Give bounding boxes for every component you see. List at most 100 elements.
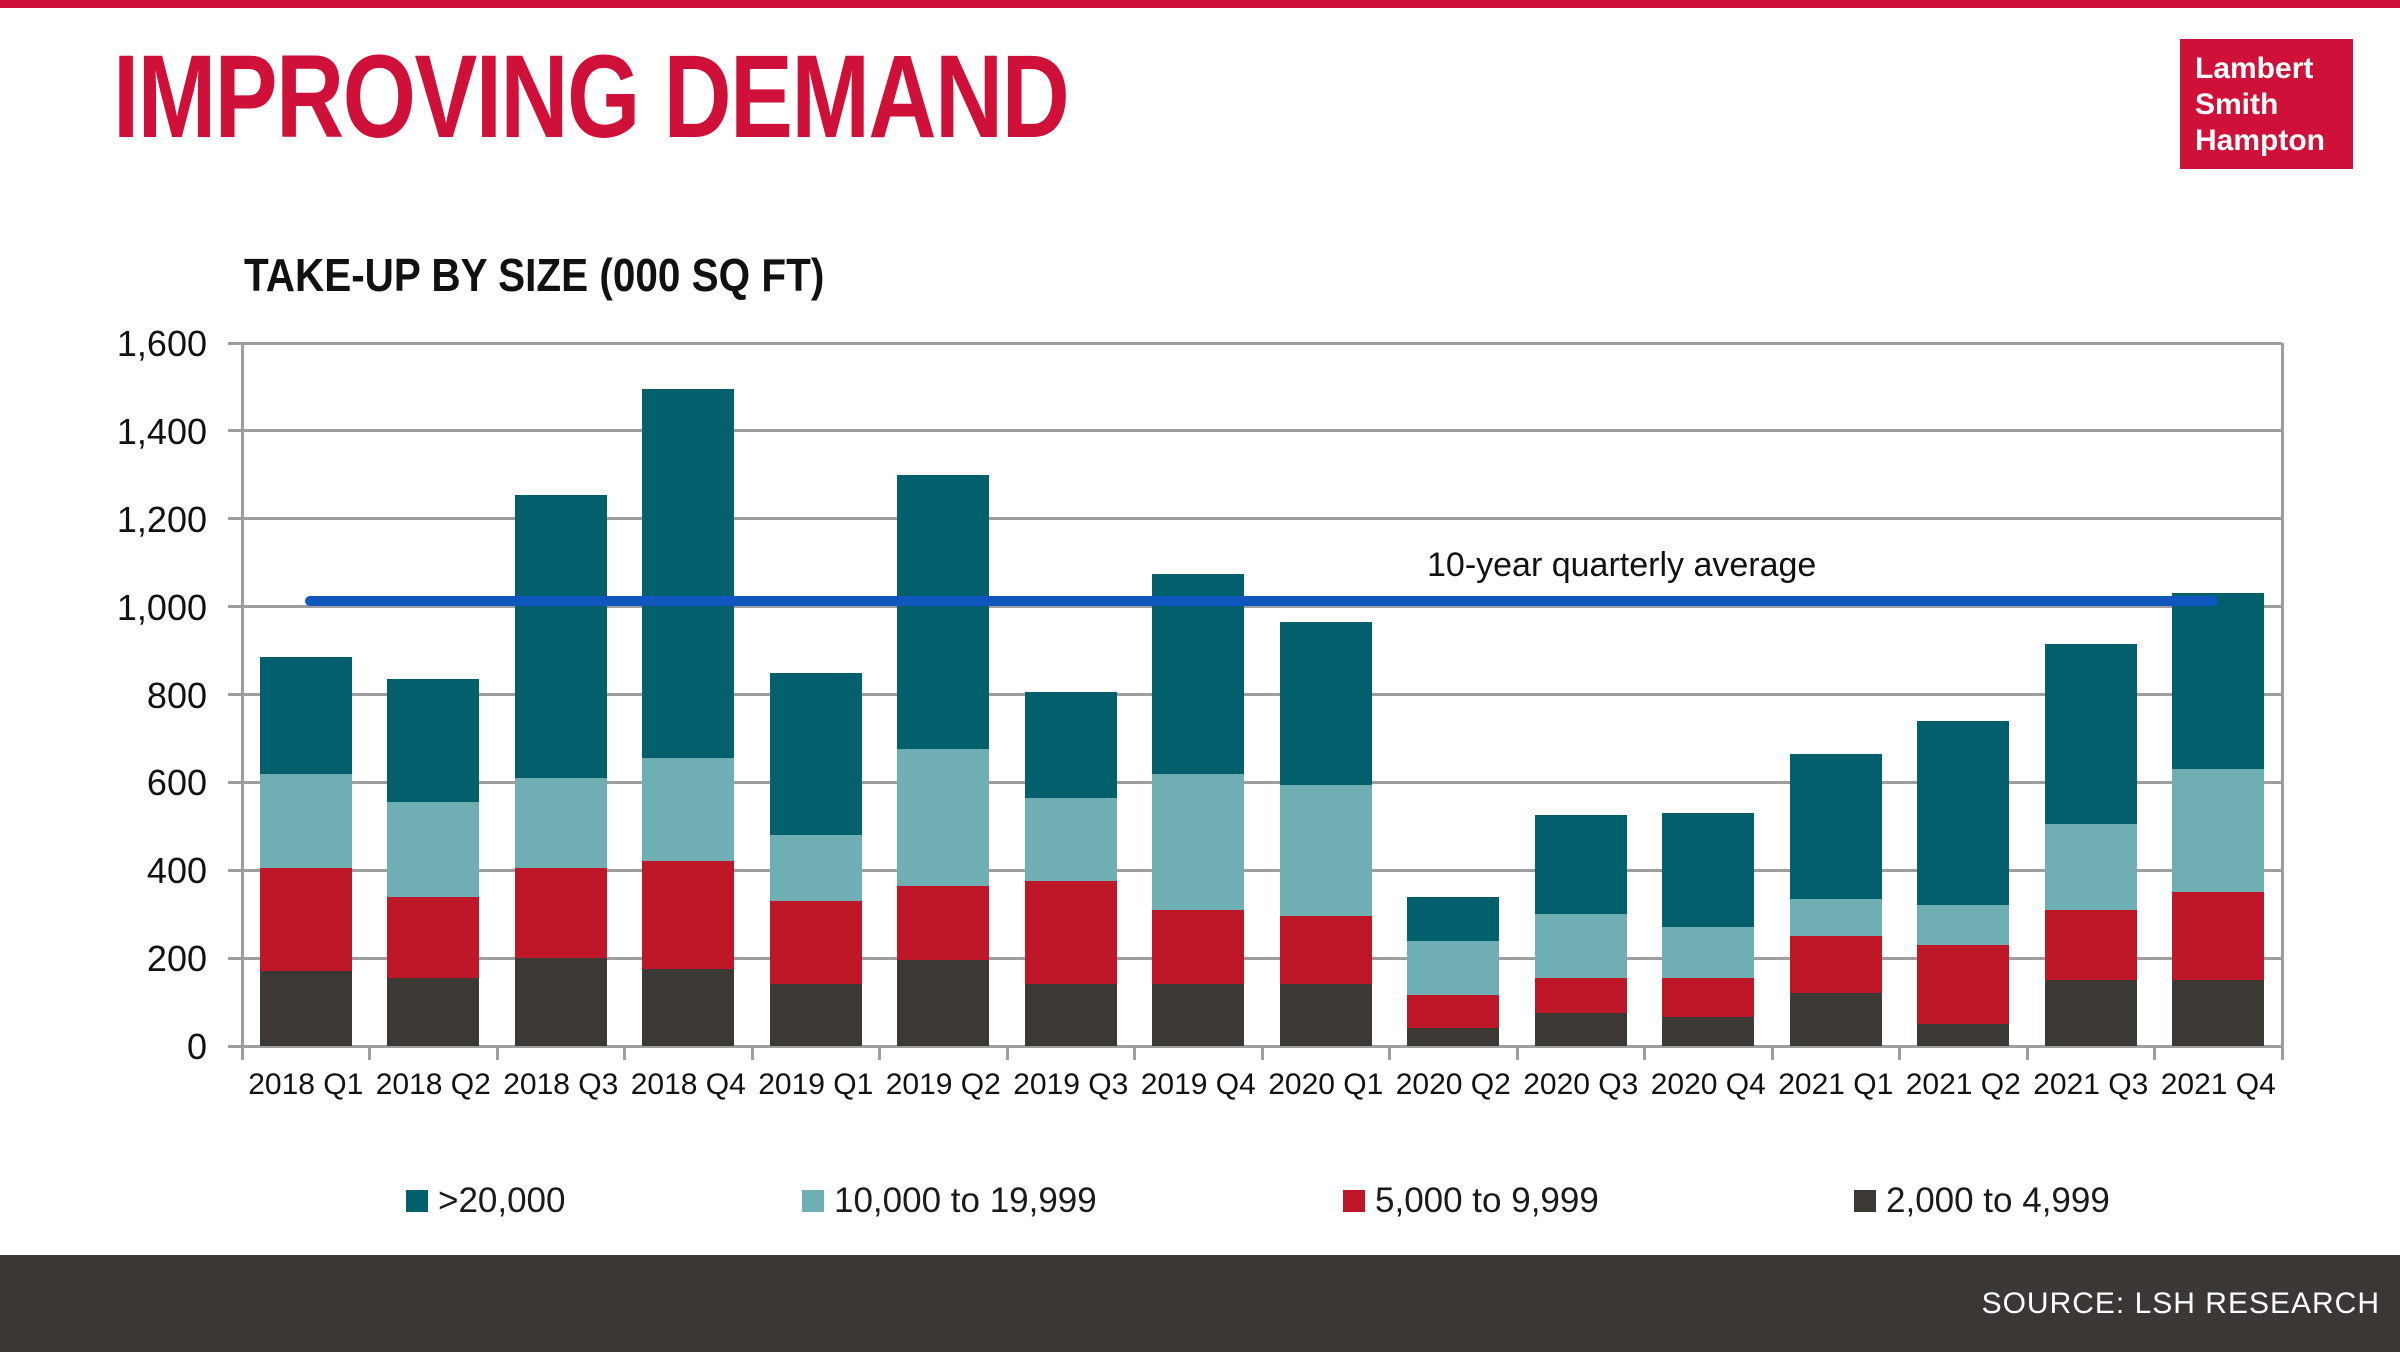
gridline: [242, 780, 2282, 784]
y-axis-tick: [228, 517, 242, 521]
page-title: IMPROVING DEMAND: [113, 31, 1070, 163]
logo-line: Hampton: [2195, 124, 2325, 157]
x-axis-label: 2021 Q1: [1778, 1068, 1894, 1101]
bar-segment-10-000-to-19-999: [1152, 773, 1245, 910]
x-axis-tick: [1643, 1046, 1646, 1060]
bar-segment-5-000-to-9-999: [1024, 881, 1117, 985]
x-axis-label: 2019 Q1: [758, 1068, 874, 1101]
footer-bar: SOURCE: LSH RESEARCH: [0, 1255, 2400, 1352]
bar-segment-5-000-to-9-999: [259, 868, 352, 972]
y-axis-tick: [228, 868, 242, 872]
bar-segment-2-000-to-4-999: [1279, 984, 1372, 1046]
x-axis-label: 2020 Q2: [1395, 1068, 1511, 1101]
legend-label: 10,000 to 19,999: [834, 1181, 1097, 1220]
legend-swatch: [406, 1190, 428, 1212]
gridline: [242, 605, 2282, 609]
bar-segment-5-000-to-9-999: [1152, 909, 1245, 985]
legend-swatch: [1343, 1190, 1365, 1212]
bar-segment--20-000: [1917, 720, 2010, 906]
x-axis-tick: [2280, 1046, 2284, 1060]
legend-label: 5,000 to 9,999: [1375, 1181, 1599, 1220]
x-axis-label: 2020 Q4: [1650, 1068, 1766, 1101]
plot-border-right: [2280, 343, 2284, 1046]
bar-segment-5-000-to-9-999: [2172, 892, 2265, 981]
legend-label: >20,000: [438, 1181, 566, 1220]
bar-segment-2-000-to-4-999: [2172, 980, 2265, 1046]
bar-segment-10-000-to-19-999: [514, 777, 607, 869]
y-axis-label: 1,400: [116, 410, 207, 452]
average-line-label: 10-year quarterly average: [1427, 546, 1817, 584]
x-axis-label: 2018 Q4: [630, 1068, 746, 1101]
legend-item: 5,000 to 9,999: [1343, 1178, 1599, 1224]
bar-segment-10-000-to-19-999: [1789, 898, 1882, 937]
stacked-bar-chart: 10-year quarterly average 0 200 400 600 800 1…: [116, 323, 2284, 1224]
x-axis-tick: [368, 1046, 371, 1060]
y-axis-label: 1,000: [116, 586, 207, 628]
gridline: [242, 693, 2282, 696]
bar-segment--20-000: [1534, 815, 1627, 915]
y-axis-tick: [228, 605, 242, 609]
bar-segment--20-000: [2172, 593, 2265, 770]
bar-segment-5-000-to-9-999: [387, 896, 480, 978]
x-axis-tick: [878, 1046, 881, 1060]
x-axis-tick: [495, 1046, 499, 1060]
y-axis-label: 400: [146, 850, 207, 892]
bar-segment--20-000: [642, 389, 735, 759]
x-axis-label: 2021 Q4: [2160, 1068, 2276, 1101]
gridline: [242, 429, 2282, 433]
bar-segment-2-000-to-4-999: [1152, 984, 1245, 1046]
y-axis-label: 1,200: [116, 498, 207, 540]
bar-segment-5-000-to-9-999: [1662, 977, 1755, 1018]
y-axis-tick: [228, 341, 242, 345]
x-axis-label: 2019 Q3: [1013, 1068, 1129, 1101]
bar-segment-5-000-to-9-999: [1789, 936, 1882, 994]
x-axis-label: 2018 Q1: [248, 1068, 364, 1101]
x-axis-tick: [240, 1046, 244, 1060]
bar-segment-2-000-to-4-999: [897, 960, 990, 1046]
bar-segment-2-000-to-4-999: [1407, 1028, 1500, 1046]
bar-segment-10-000-to-19-999: [1407, 940, 1500, 996]
x-axis-tick: [2153, 1046, 2156, 1060]
gridline: [242, 868, 2282, 872]
x-axis-tick: [1898, 1046, 1901, 1060]
y-axis-label: 800: [146, 674, 207, 716]
bar-segment--20-000: [514, 494, 607, 778]
y-axis-tick: [228, 693, 242, 696]
y-axis-tick: [228, 956, 242, 960]
bar-segment-10-000-to-19-999: [769, 835, 862, 901]
bar-segment--20-000: [1789, 753, 1882, 899]
bar-segment-10-000-to-19-999: [897, 749, 990, 886]
bar-segment--20-000: [1279, 622, 1372, 785]
bar-segment-10-000-to-19-999: [1279, 784, 1372, 917]
bar-segment-2-000-to-4-999: [1662, 1017, 1755, 1046]
bar-segment-2-000-to-4-999: [387, 977, 480, 1046]
lambert-smith-hampton-logo: Lambert Smith Hampton: [2180, 39, 2353, 169]
bar-segment-10-000-to-19-999: [1917, 905, 2010, 945]
y-axis-label: 200: [146, 938, 207, 980]
x-axis-tick: [1515, 1046, 1519, 1060]
bar-segment-2-000-to-4-999: [1024, 984, 1117, 1046]
y-axis-tick: [228, 780, 242, 784]
y-axis-tick: [228, 1044, 242, 1048]
bar-segment-2-000-to-4-999: [642, 969, 735, 1046]
x-axis-label: 2018 Q2: [375, 1068, 491, 1101]
x-axis-label: 2020 Q3: [1523, 1068, 1639, 1101]
bar-segment-10-000-to-19-999: [387, 802, 480, 897]
bar-segment--20-000: [1024, 692, 1117, 798]
bar-segment-10-000-to-19-999: [259, 773, 352, 869]
logo-line: Lambert: [2195, 52, 2314, 85]
bar-segment--20-000: [1662, 813, 1755, 928]
x-axis-tick: [1005, 1046, 1009, 1060]
bar-segment-5-000-to-9-999: [897, 885, 990, 961]
legend-item: 10,000 to 19,999: [802, 1178, 1097, 1224]
bar-segment-5-000-to-9-999: [1534, 977, 1627, 1014]
bar-segment-5-000-to-9-999: [1279, 916, 1372, 985]
y-axis-label: 0: [186, 1026, 207, 1067]
gridline: [242, 341, 2282, 345]
bar-segment-5-000-to-9-999: [2044, 909, 2137, 981]
bar-segment-10-000-to-19-999: [1024, 797, 1117, 882]
bar-segment-5-000-to-9-999: [769, 901, 862, 985]
legend-item: >20,000: [406, 1178, 566, 1224]
source-text: SOURCE: LSH RESEARCH: [1981, 1286, 2380, 1320]
